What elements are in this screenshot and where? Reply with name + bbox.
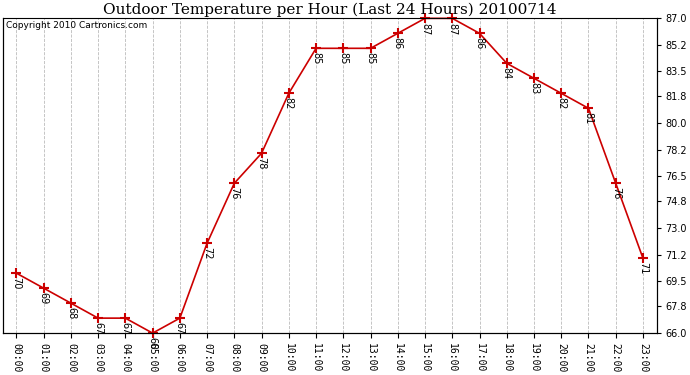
Text: 85: 85 (366, 53, 375, 65)
Text: 67: 67 (120, 322, 130, 334)
Text: 87: 87 (420, 22, 430, 35)
Text: 86: 86 (475, 38, 484, 50)
Text: 69: 69 (39, 292, 48, 304)
Text: Copyright 2010 Cartronics.com: Copyright 2010 Cartronics.com (6, 21, 147, 30)
Text: 67: 67 (93, 322, 103, 334)
Text: 87: 87 (447, 22, 457, 35)
Text: 70: 70 (12, 278, 21, 290)
Text: 85: 85 (311, 53, 321, 65)
Text: 68: 68 (66, 307, 76, 320)
Text: 76: 76 (229, 188, 239, 200)
Text: 72: 72 (202, 248, 212, 260)
Text: 81: 81 (584, 112, 593, 125)
Title: Outdoor Temperature per Hour (Last 24 Hours) 20100714: Outdoor Temperature per Hour (Last 24 Ho… (103, 3, 556, 17)
Text: 86: 86 (393, 38, 403, 50)
Text: 82: 82 (284, 98, 294, 110)
Text: 76: 76 (611, 188, 621, 200)
Text: 78: 78 (257, 158, 266, 170)
Text: 83: 83 (529, 82, 539, 95)
Text: 84: 84 (502, 68, 512, 80)
Text: 71: 71 (638, 262, 648, 275)
Text: 66: 66 (148, 337, 157, 350)
Text: 82: 82 (556, 98, 566, 110)
Text: 85: 85 (338, 53, 348, 65)
Text: 67: 67 (175, 322, 185, 334)
